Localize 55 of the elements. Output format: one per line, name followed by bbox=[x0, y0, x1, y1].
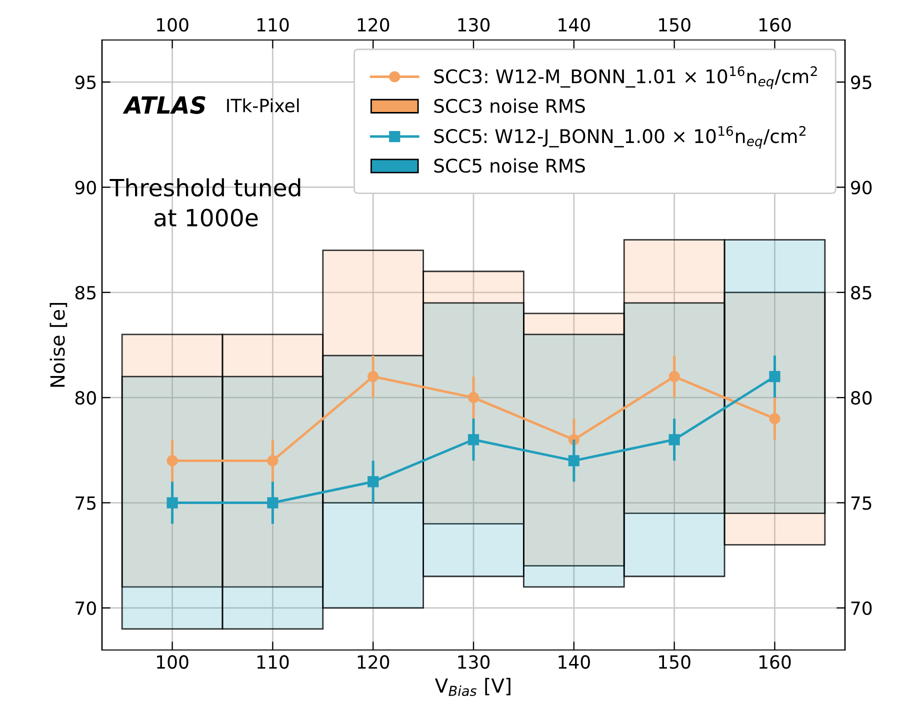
point bbox=[368, 476, 379, 488]
point bbox=[769, 370, 780, 382]
legend-label: SCC5: W12-J_BONN_1.00 × 10$^{16}$n$_{eq}$/cm$^{2}$ bbox=[434, 126, 806, 149]
y-tick-label: 75 bbox=[76, 496, 96, 510]
point bbox=[267, 497, 278, 508]
x2-tick-label: 150 bbox=[659, 18, 690, 32]
bar bbox=[322, 354, 424, 609]
point bbox=[468, 392, 480, 404]
y-axis-title: Noise [e] bbox=[50, 303, 68, 387]
x-axis-title: V$_{Bias}$ [V] bbox=[434, 678, 510, 696]
y-tick-label: 95 bbox=[75, 76, 96, 90]
y2-tick-label: 85 bbox=[851, 286, 872, 300]
x-tick-label: 110 bbox=[257, 655, 289, 669]
annotation: ATLAS bbox=[122, 96, 206, 114]
bar bbox=[724, 239, 826, 514]
bar bbox=[523, 334, 625, 588]
x2-tick-label: 160 bbox=[759, 18, 791, 32]
point bbox=[668, 370, 680, 382]
y-tick-label: 70 bbox=[76, 601, 96, 616]
point bbox=[769, 413, 780, 424]
y2-tick-label: 80 bbox=[851, 391, 872, 405]
point bbox=[166, 497, 178, 508]
x2-tick-label: 140 bbox=[558, 18, 590, 32]
point bbox=[368, 370, 379, 382]
point bbox=[267, 455, 278, 466]
point bbox=[668, 434, 680, 446]
x-tick-label: 150 bbox=[659, 655, 690, 669]
y-tick-label: 90 bbox=[75, 180, 96, 194]
bar bbox=[121, 376, 224, 630]
y-tick-label: 85 bbox=[75, 286, 96, 300]
point bbox=[468, 434, 480, 446]
point bbox=[568, 455, 580, 466]
y2-tick-label: 70 bbox=[851, 601, 872, 616]
annotation: ITk-Pixel bbox=[227, 98, 299, 112]
y2-tick-label: 90 bbox=[851, 180, 872, 194]
point bbox=[166, 455, 178, 466]
x-tick-label: 140 bbox=[558, 655, 590, 669]
bar bbox=[222, 376, 324, 630]
x-tick-label: 120 bbox=[358, 655, 390, 669]
y-tick-label: 80 bbox=[75, 391, 96, 405]
y2-tick-label: 95 bbox=[851, 76, 872, 90]
x2-tick-label: 130 bbox=[458, 18, 490, 32]
y2-tick-label: 75 bbox=[851, 496, 872, 510]
x-tick-label: 160 bbox=[759, 655, 791, 669]
x-tick-label: 130 bbox=[458, 655, 490, 669]
legend-label: SCC3: W12-M_BONN_1.01 × 10$^{16}$n$_{eq}$/cm$^{2}$ bbox=[434, 66, 817, 89]
bar bbox=[422, 302, 524, 578]
x-tick-label: 100 bbox=[157, 655, 188, 669]
bar bbox=[623, 302, 726, 578]
legend-label: SCC5 noise RMS bbox=[434, 158, 585, 173]
annotation: Threshold tuned at 1000e bbox=[110, 178, 300, 227]
x2-tick-label: 120 bbox=[358, 18, 390, 32]
legend-label: SCC3 noise RMS bbox=[434, 98, 585, 114]
x2-tick-label: 100 bbox=[157, 18, 188, 32]
x2-tick-label: 110 bbox=[257, 18, 289, 32]
